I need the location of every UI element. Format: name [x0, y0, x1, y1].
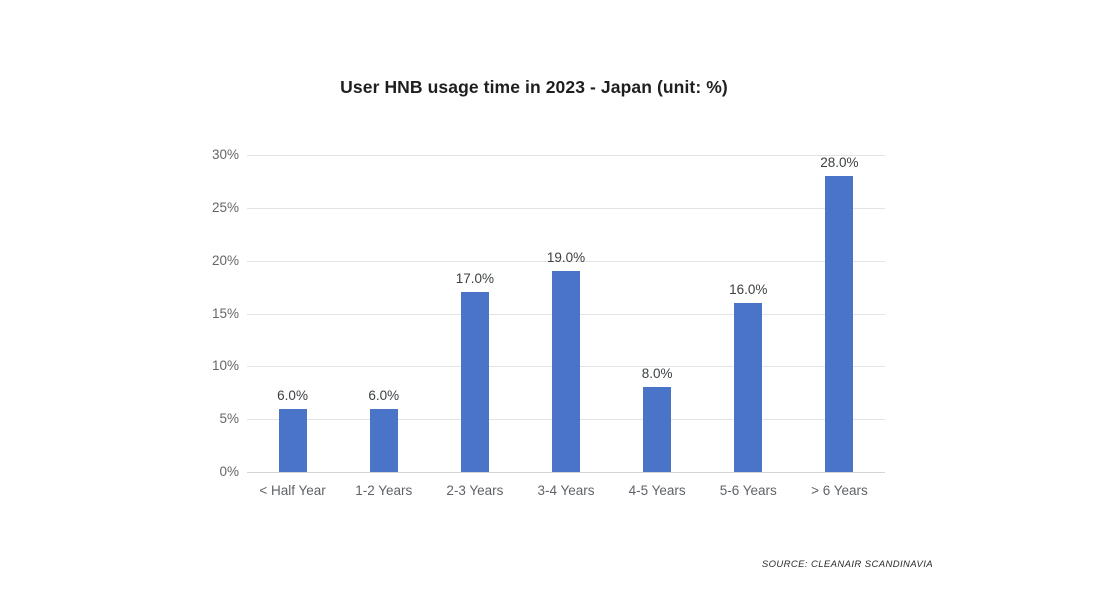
bar — [734, 302, 763, 472]
bar-slot: 19.0% — [520, 155, 611, 472]
y-tick-label: 10% — [211, 358, 239, 374]
x-tick-label: 2-3 Years — [446, 483, 504, 498]
y-tick-label: 25% — [211, 199, 239, 215]
x-tick-label: < Half Year — [259, 483, 326, 498]
x-axis: < Half Year 1-2 Years 2-3 Years 3-4 Years 4-… — [247, 483, 885, 498]
plot-area: 6.0% 6.0% 17.0% 19.0% 8.0% 16.0% 28.0% — [247, 155, 885, 473]
x-tick-label: > 6 Years — [811, 483, 868, 498]
gridline — [247, 472, 885, 473]
bar-slot: 17.0% — [429, 155, 520, 472]
source-note: SOURCE: CLEANAIR SCANDINAVIA — [761, 559, 933, 570]
bar-value-label: 19.0% — [546, 250, 586, 266]
y-tick-label: 0% — [219, 464, 239, 479]
y-axis: 0% 5% 10% 15% 20% 25% 30% — [0, 147, 239, 479]
bar-value-label: 6.0% — [277, 387, 308, 403]
bar-value-label: 17.0% — [455, 271, 494, 287]
bar-slot: 28.0% — [794, 155, 885, 472]
bar-slot: 6.0% — [338, 155, 429, 472]
x-tick-label: 4-5 Years — [628, 483, 686, 498]
x-tick-label: 3-4 Years — [537, 483, 595, 498]
bar-value-label: 16.0% — [729, 281, 768, 297]
bar — [551, 271, 580, 472]
bar — [278, 408, 307, 472]
bar-value-label: 8.0% — [641, 366, 673, 382]
bar-slot: 6.0% — [247, 155, 338, 472]
bar-value-label: 6.0% — [368, 387, 400, 403]
bars-row: 6.0% 6.0% 17.0% 19.0% 8.0% 16.0% 28.0% — [247, 155, 885, 472]
chart-title: User HNB usage time in 2023 - Japan (uni… — [340, 77, 728, 97]
y-tick-label: 20% — [211, 252, 239, 268]
bar — [460, 292, 489, 472]
y-tick-label: 15% — [211, 305, 239, 321]
bar-slot: 16.0% — [703, 155, 794, 472]
x-tick-label: 1-2 Years — [355, 483, 413, 498]
bar — [369, 408, 398, 472]
x-tick-label: 5-6 Years — [719, 483, 777, 498]
gridline — [247, 207, 885, 209]
bar-value-label: 28.0% — [820, 155, 859, 171]
bar — [643, 387, 672, 472]
gridline — [247, 260, 885, 262]
bar — [825, 176, 854, 472]
bar-slot: 8.0% — [612, 155, 703, 472]
gridline — [247, 155, 885, 156]
y-tick-label: 30% — [211, 147, 239, 162]
y-tick-label: 5% — [219, 411, 239, 427]
